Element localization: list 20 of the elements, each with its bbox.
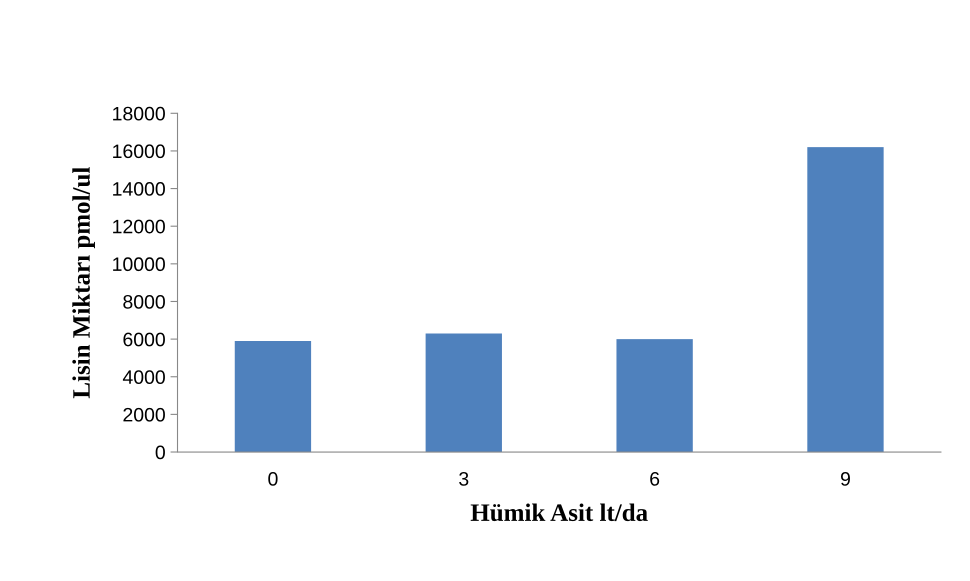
bar [426, 333, 502, 452]
x-axis-title: Hümik Asit lt/da [470, 503, 648, 522]
y-tick-label: 12000 [113, 220, 165, 234]
y-tick-label: 8000 [123, 294, 165, 309]
y-tick-label: 0 [156, 445, 165, 460]
bar [807, 147, 884, 452]
x-tick-label: 9 [840, 472, 850, 486]
x-tick-label: 0 [268, 472, 278, 486]
bar [234, 340, 312, 452]
y-tick-label: 4000 [122, 370, 165, 384]
y-tick-label: 16000 [113, 144, 165, 158]
x-tick-label: 6 [650, 472, 660, 486]
bar [616, 339, 693, 452]
y-tick-label: 18000 [113, 106, 165, 121]
y-tick-label: 14000 [113, 182, 165, 196]
y-axis-title: Lisin Miktarı pmol/ul [72, 167, 95, 398]
y-tick-label: 10000 [113, 257, 165, 272]
y-tick-label: 6000 [123, 332, 165, 346]
x-tick-label: 3 [459, 472, 468, 486]
y-tick-label: 2000 [123, 408, 165, 422]
